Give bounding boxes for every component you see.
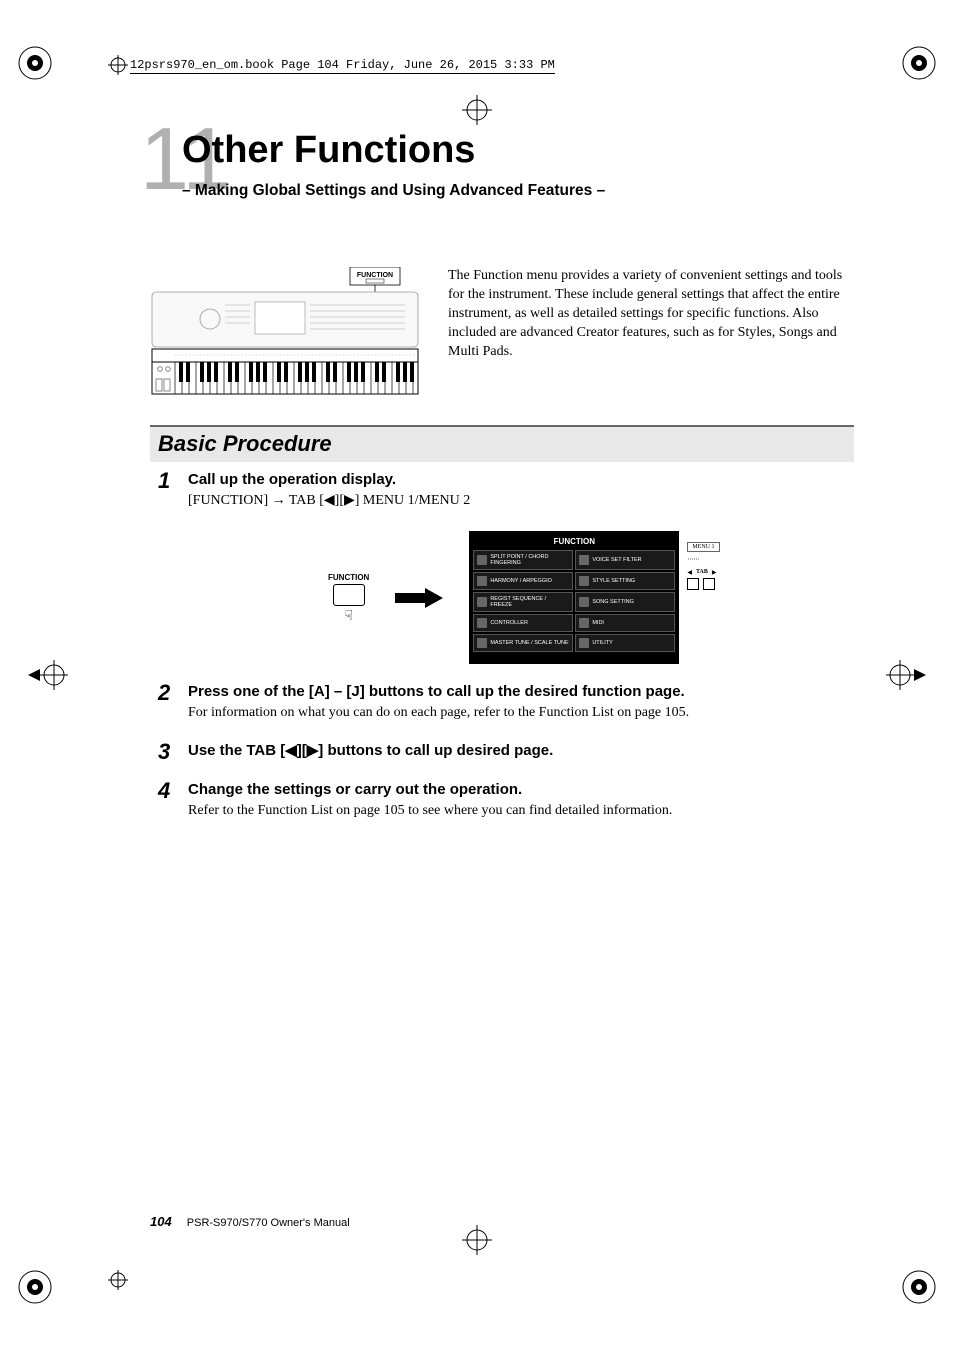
- crop-mark-bl: [12, 1264, 58, 1310]
- function-button-label: FUNCTION: [328, 573, 369, 582]
- cross-mark-top: [108, 55, 128, 80]
- step-4: 4 Change the settings or carry out the o…: [158, 780, 814, 821]
- lcd-item: HARMONY / ARPEGGIO: [473, 572, 573, 590]
- steps-list: 1 Call up the operation display. [FUNCTI…: [158, 470, 814, 839]
- crop-mark-br: [896, 1264, 942, 1310]
- intro-row: FUNCTION: [150, 267, 854, 397]
- crop-mark-tl: [12, 40, 58, 86]
- menu-tab: MENU 1: [687, 542, 719, 552]
- section-title: Basic Procedure: [150, 425, 854, 462]
- function-label: FUNCTION: [357, 272, 393, 279]
- step-2: 2 Press one of the [A] – [J] buttons to …: [158, 682, 814, 723]
- step-heading: Call up the operation display.: [188, 470, 814, 490]
- chapter-title-block: Other Functions – Making Global Settings…: [182, 129, 605, 200]
- step-body: [FUNCTION] → TAB [◀][▶] MENU 1/MENU 2: [188, 492, 814, 511]
- keyboard-illustration: FUNCTION: [150, 267, 420, 397]
- step-body: Refer to the Function List on page 105 t…: [188, 802, 814, 821]
- lcd-item: VOICE SET FILTER: [575, 550, 675, 570]
- lcd-item: UTILITY: [575, 634, 675, 652]
- lcd-title: FUNCTION: [473, 537, 675, 546]
- step-number: 3: [158, 739, 170, 765]
- crop-mark-tr: [896, 40, 942, 86]
- tab-indicators: MENU 1 ⋯⋯ ◀ TAB ▶: [687, 535, 719, 590]
- step-3: 3 Use the TAB [◀][▶] buttons to call up …: [158, 741, 814, 761]
- lcd-item: SPLIT POINT / CHORD FINGERING: [473, 550, 573, 570]
- step-number: 2: [158, 680, 170, 706]
- chapter-title: Other Functions: [182, 129, 605, 172]
- book-meta-header: 12psrs970_en_om.book Page 104 Friday, Ju…: [130, 58, 555, 74]
- tab-right-button: [703, 578, 715, 590]
- step-heading: Change the settings or carry out the ope…: [188, 780, 814, 800]
- lcd-item: STYLE SETTING: [575, 572, 675, 590]
- registration-mark-left: [28, 660, 68, 690]
- chapter-subtitle: – Making Global Settings and Using Advan…: [182, 182, 605, 200]
- page-number: 104: [150, 1214, 172, 1229]
- step-heading: Use the TAB [◀][▶] buttons to call up de…: [188, 741, 814, 761]
- intro-paragraph: The Function menu provides a variety of …: [448, 267, 854, 361]
- registration-mark-right: [886, 660, 926, 690]
- step-number: 1: [158, 468, 170, 494]
- lcd-item: SONG SETTING: [575, 592, 675, 612]
- step-number: 4: [158, 778, 170, 804]
- function-button-callout: FUNCTION ☟: [328, 573, 369, 623]
- step-1: 1 Call up the operation display. [FUNCTI…: [158, 470, 814, 664]
- lcd-panel: FUNCTION SPLIT POINT / CHORD FINGERING V…: [469, 531, 679, 664]
- function-figure: FUNCTION ☟ FUNCTION SPLIT POINT / CHORD …: [328, 531, 814, 664]
- step-heading: Press one of the [A] – [J] buttons to ca…: [188, 682, 814, 702]
- tab-left-button: [687, 578, 699, 590]
- lcd-item: CONTROLLER: [473, 614, 573, 632]
- lcd-screenshot: FUNCTION SPLIT POINT / CHORD FINGERING V…: [469, 531, 719, 664]
- page-content: 11 Other Functions – Making Global Setti…: [100, 115, 854, 1235]
- cross-mark-bottom: [108, 1270, 128, 1295]
- arrow-icon: [395, 588, 443, 608]
- manual-title: PSR-S970/S770 Owner's Manual: [187, 1217, 350, 1229]
- hand-icon: ☟: [328, 608, 369, 625]
- lcd-item: MASTER TUNE / SCALE TUNE: [473, 634, 573, 652]
- step-body: For information on what you can do on ea…: [188, 704, 814, 723]
- lcd-item: MIDI: [575, 614, 675, 632]
- function-button-icon: [333, 584, 365, 606]
- lcd-item: REGIST SEQUENCE / FREEZE: [473, 592, 573, 612]
- page-footer: 104 PSR-S970/S770 Owner's Manual: [150, 1214, 350, 1229]
